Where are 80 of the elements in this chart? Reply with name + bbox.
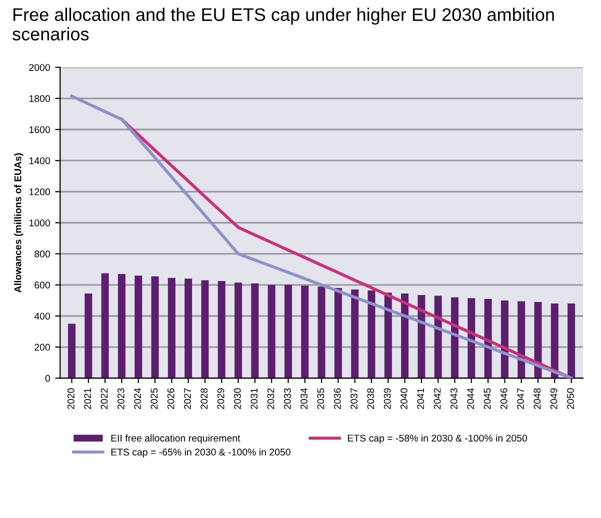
- bar: [401, 293, 409, 378]
- y-tick-label: 1600: [29, 126, 50, 134]
- x-tick-label: 2025: [150, 388, 158, 409]
- x-tick-label: 2041: [417, 388, 424, 409]
- bar: [568, 304, 576, 378]
- bar: [251, 283, 259, 378]
- x-tick-label: 2040: [400, 388, 408, 409]
- bar: [68, 324, 76, 378]
- y-tick-label: 1200: [29, 188, 50, 196]
- x-tick-label: 2039: [384, 388, 391, 409]
- bar: [518, 301, 526, 378]
- line-series: [70, 94, 573, 378]
- bar: [484, 298, 492, 378]
- bar: [151, 276, 159, 378]
- bar: [368, 290, 376, 378]
- x-tick-label: 2044: [467, 388, 474, 409]
- y-tick-label: 1400: [29, 157, 50, 164]
- x-tick-label: 2031: [250, 388, 258, 409]
- y-axis-title: Allowances (millions of EUAs): [14, 153, 24, 292]
- y-tick-label: 800: [34, 250, 50, 258]
- x-tick-label: 2046: [500, 388, 508, 409]
- legend-label: EII free allocation requirement: [111, 434, 240, 444]
- x-tick-label: 2023: [117, 388, 124, 409]
- bar: [384, 292, 392, 378]
- x-tick-label: 2047: [517, 388, 524, 409]
- chart-title: Free allocation and the EU ETS cap under higher EU 2030 ambition scenarios: [12, 8, 554, 40]
- bar: [301, 286, 309, 378]
- x-tick-label: 2026: [167, 388, 174, 409]
- legend-label: ETS cap = -65% in 2030 & -100% in 2050: [111, 448, 290, 458]
- y-tick-label: 2000: [29, 64, 50, 71]
- bar: [184, 278, 192, 378]
- line-series: [120, 118, 573, 378]
- x-tick-label: 2034: [300, 388, 308, 409]
- bar: [334, 288, 342, 378]
- bar: [101, 273, 109, 378]
- bar: [318, 286, 326, 378]
- bar: [451, 297, 458, 378]
- x-tick-label: 2049: [550, 388, 558, 409]
- bar: [534, 302, 542, 378]
- bar: [268, 284, 276, 378]
- x-tick-label: 2035: [317, 388, 324, 409]
- x-tick-label: 2036: [334, 388, 341, 409]
- x-tick-label: 2037: [350, 388, 358, 409]
- bar: [84, 293, 92, 378]
- bar: [134, 276, 142, 378]
- bar: [218, 281, 226, 378]
- x-tick-label: 2048: [534, 388, 541, 409]
- bar: [500, 300, 508, 378]
- x-tick-label: 2028: [200, 388, 208, 409]
- bar: [118, 274, 126, 378]
- y-tick-label: 0: [45, 374, 50, 382]
- x-tick-label: 2022: [100, 388, 108, 409]
- bar: [234, 282, 242, 378]
- bar: [468, 298, 476, 378]
- x-tick-label: 2042: [434, 388, 441, 409]
- x-tick-label: 2032: [267, 388, 274, 409]
- bar: [418, 295, 426, 378]
- bar: [284, 284, 292, 378]
- y-tick-label: 200: [34, 344, 50, 351]
- y-tick-label: 400: [34, 312, 50, 320]
- y-tick-label: 1800: [29, 95, 50, 102]
- x-tick-label: 2027: [184, 388, 191, 409]
- bar: [168, 278, 176, 378]
- y-tick-label: 1000: [29, 219, 50, 226]
- x-tick-label: 2030: [234, 388, 241, 409]
- bar: [434, 296, 442, 378]
- x-tick-label: 2050: [567, 388, 574, 409]
- legend-label: ETS cap = -58% in 2030 & -100% in 2050: [348, 434, 528, 444]
- bar: [201, 280, 209, 378]
- x-tick-label: 2045: [484, 388, 491, 409]
- bar: [550, 304, 558, 378]
- x-tick-label: 2033: [284, 388, 291, 409]
- y-tick-label: 600: [34, 282, 50, 289]
- x-tick-label: 2038: [367, 388, 374, 409]
- x-tick-label: 2029: [217, 388, 224, 409]
- x-tick-label: 2020: [67, 388, 74, 409]
- x-tick-label: 2043: [450, 388, 458, 409]
- x-tick-label: 2024: [134, 388, 141, 409]
- bar: [351, 290, 359, 378]
- x-tick-label: 2021: [84, 388, 92, 409]
